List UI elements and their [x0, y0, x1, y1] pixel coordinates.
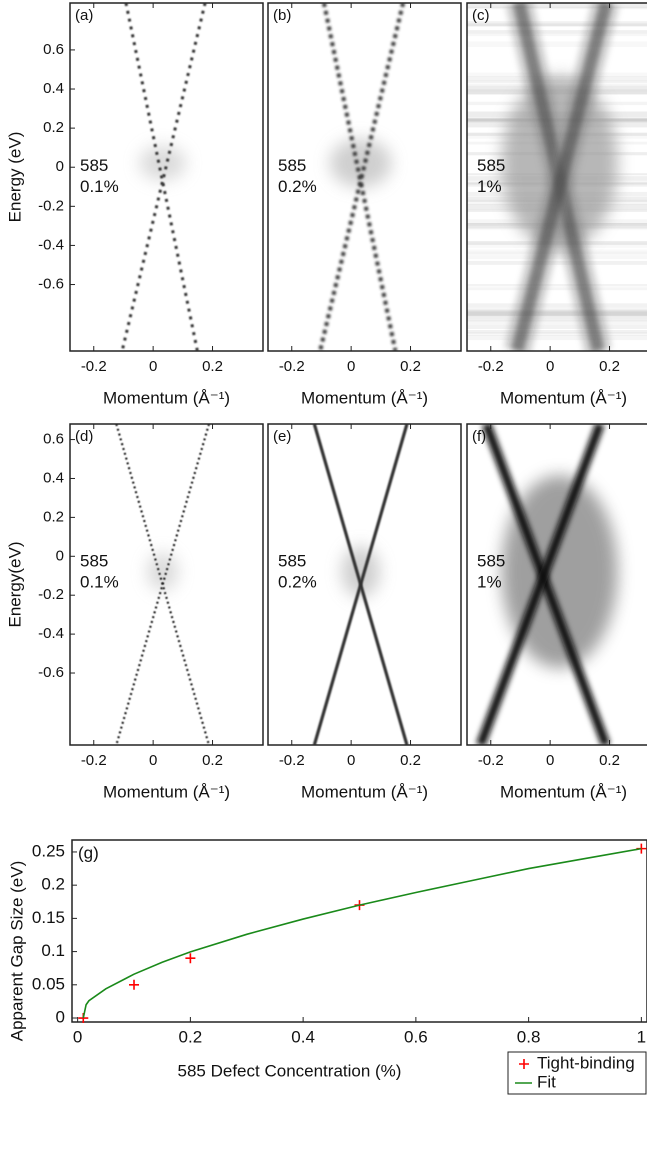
y-tick-label: 0.2	[43, 119, 64, 136]
spectral-image	[70, 424, 263, 745]
panel-label: (e)	[273, 428, 291, 445]
panel-frame	[466, 423, 647, 746]
panel-label: (c)	[472, 7, 490, 24]
y-tick-label: 0.6	[43, 41, 64, 58]
y-tick-label: 0.2	[43, 508, 64, 525]
annotation: 0.1%	[80, 573, 119, 592]
legend-label: Fit	[537, 1072, 556, 1091]
annotation: 585	[80, 156, 108, 175]
y-tick-label: 0.2	[41, 875, 65, 894]
x-axis-label: Momentum (Å⁻¹)	[301, 782, 428, 801]
x-tick-label: 0.2	[400, 752, 421, 769]
panel-label: (g)	[78, 843, 99, 862]
legend-swatch	[519, 1059, 529, 1069]
x-tick-label: 0	[546, 358, 554, 375]
x-tick-label: -0.2	[81, 358, 107, 375]
y-tick-label: 0.4	[43, 80, 64, 97]
x-axis-label: Momentum (Å⁻¹)	[301, 388, 428, 407]
x-tick-label: 1	[637, 1027, 646, 1046]
panel-label: (a)	[75, 7, 93, 24]
panel-frame	[466, 2, 647, 352]
y-axis-label: Energy (eV)	[5, 132, 24, 223]
panel-label: (f)	[472, 428, 486, 445]
panel-frame	[69, 423, 264, 746]
y-tick-label: -0.2	[38, 197, 64, 214]
x-tick-label: 0.2	[599, 752, 620, 769]
x-tick-label: 0	[347, 752, 355, 769]
x-tick-label: 0.8	[517, 1027, 541, 1046]
x-tick-label: -0.2	[81, 752, 107, 769]
annotation: 1%	[477, 573, 502, 592]
y-tick-label: 0.1	[41, 941, 65, 960]
y-tick-label: 0.6	[43, 431, 64, 448]
x-tick-label: 0.2	[400, 358, 421, 375]
legend-label: Tight-binding	[537, 1053, 635, 1072]
spectral-image	[268, 3, 461, 351]
x-axis-label: Momentum (Å⁻¹)	[500, 388, 627, 407]
spectral-image	[467, 3, 647, 351]
x-tick-label: -0.2	[478, 358, 504, 375]
legend-box	[507, 1051, 647, 1095]
x-axis-label: 585 Defect Concentration (%)	[178, 1061, 402, 1080]
annotation: 0.1%	[80, 177, 119, 196]
x-tick-label: 0.2	[202, 358, 223, 375]
x-tick-label: 0.2	[202, 752, 223, 769]
y-tick-label: -0.4	[38, 625, 64, 642]
annotation: 1%	[477, 177, 502, 196]
panel-frame	[267, 423, 462, 746]
y-tick-label: -0.4	[38, 236, 64, 253]
y-tick-label: 0	[56, 158, 64, 175]
x-tick-label: 0	[73, 1027, 82, 1046]
data-point	[129, 979, 140, 990]
x-axis-label: Momentum (Å⁻¹)	[500, 782, 627, 801]
data-point	[185, 953, 196, 964]
annotation: 585	[477, 552, 505, 571]
y-tick-label: 0.25	[32, 841, 65, 860]
x-tick-label: 0.6	[404, 1027, 428, 1046]
y-axis-label: Apparent Gap Size (eV)	[7, 861, 26, 1041]
x-tick-label: 0	[149, 358, 157, 375]
panel-frame	[69, 2, 264, 352]
x-tick-label: 0	[347, 358, 355, 375]
x-tick-label: 0.2	[599, 358, 620, 375]
spectral-image	[467, 424, 647, 745]
x-tick-label: -0.2	[478, 752, 504, 769]
y-tick-label: 0	[56, 1007, 65, 1026]
annotation: 585	[80, 552, 108, 571]
x-axis-label: Momentum (Å⁻¹)	[103, 388, 230, 407]
y-tick-label: -0.6	[38, 664, 64, 681]
annotation: 0.2%	[278, 177, 317, 196]
panel-label: (b)	[273, 7, 291, 24]
x-axis-label: Momentum (Å⁻¹)	[103, 782, 230, 801]
fit-line	[82, 847, 642, 1019]
y-tick-label: 0.15	[32, 908, 65, 927]
plot-frame	[71, 839, 647, 1023]
x-tick-label: -0.2	[279, 358, 305, 375]
x-tick-label: -0.2	[279, 752, 305, 769]
x-tick-label: 0.4	[291, 1027, 315, 1046]
y-tick-label: 0.05	[32, 974, 65, 993]
annotation: 585	[278, 552, 306, 571]
panel-frame	[267, 2, 462, 352]
x-tick-label: 0.2	[179, 1027, 203, 1046]
y-tick-label: -0.6	[38, 275, 64, 292]
spectral-image	[268, 424, 461, 745]
annotation: 585	[278, 156, 306, 175]
x-tick-label: 0	[149, 752, 157, 769]
y-tick-label: 0.4	[43, 469, 64, 486]
x-tick-label: 0	[546, 752, 554, 769]
spectral-image	[70, 3, 263, 351]
panel-label: (d)	[75, 428, 93, 445]
y-tick-label: 0	[56, 547, 64, 564]
annotation: 585	[477, 156, 505, 175]
y-axis-label: Energy(eV)	[5, 542, 24, 628]
y-tick-label: -0.2	[38, 586, 64, 603]
annotation: 0.2%	[278, 573, 317, 592]
